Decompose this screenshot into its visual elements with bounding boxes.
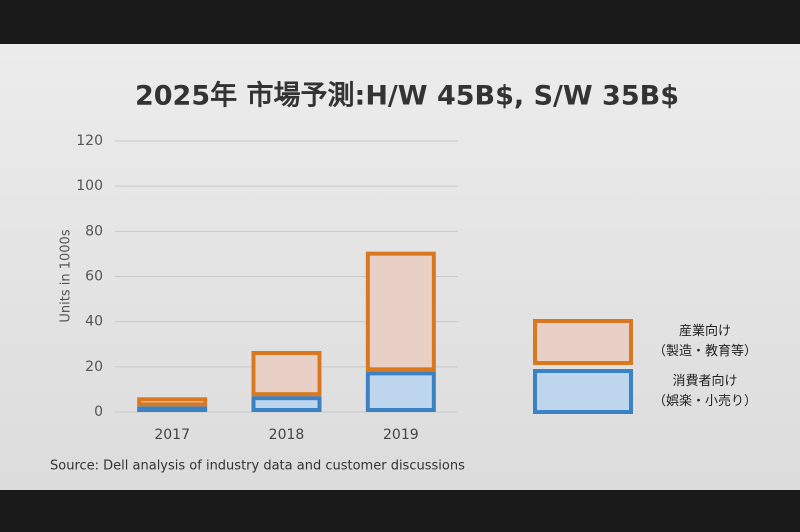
y-tick-label: 0: [94, 404, 103, 420]
y-tick-label: 60: [85, 269, 103, 285]
bar-segment: [365, 371, 436, 413]
legend-label: 産業向け （製造・教育等）: [652, 324, 757, 359]
x-tick-label: 2017: [154, 427, 190, 443]
x-tick-label: 2019: [383, 427, 419, 443]
bar-segment: [251, 351, 322, 397]
y-tick-label: 20: [85, 359, 103, 375]
bar-segment: [137, 406, 208, 412]
y-tick-label: 80: [85, 223, 103, 239]
legend-label: 消費者向け （娯楽・小売り）: [652, 373, 757, 409]
bar-segment: [365, 251, 436, 372]
y-tick-label: 40: [85, 314, 103, 330]
y-tick-label: 100: [76, 178, 103, 194]
source: Source: Dell analysis of industry data a…: [50, 459, 465, 474]
x-tick-label: 2018: [269, 427, 305, 443]
bar-segment: [137, 397, 208, 407]
y-axis-title: Units in 1000s: [59, 229, 74, 322]
legend-swatch: [533, 369, 633, 414]
legend-swatch: [533, 319, 633, 365]
bar-segment: [251, 396, 322, 413]
chart-title: 2025年 市場予測:H/W 45B$, S/W 35B$: [135, 80, 679, 112]
y-tick-label: 120: [76, 133, 103, 149]
